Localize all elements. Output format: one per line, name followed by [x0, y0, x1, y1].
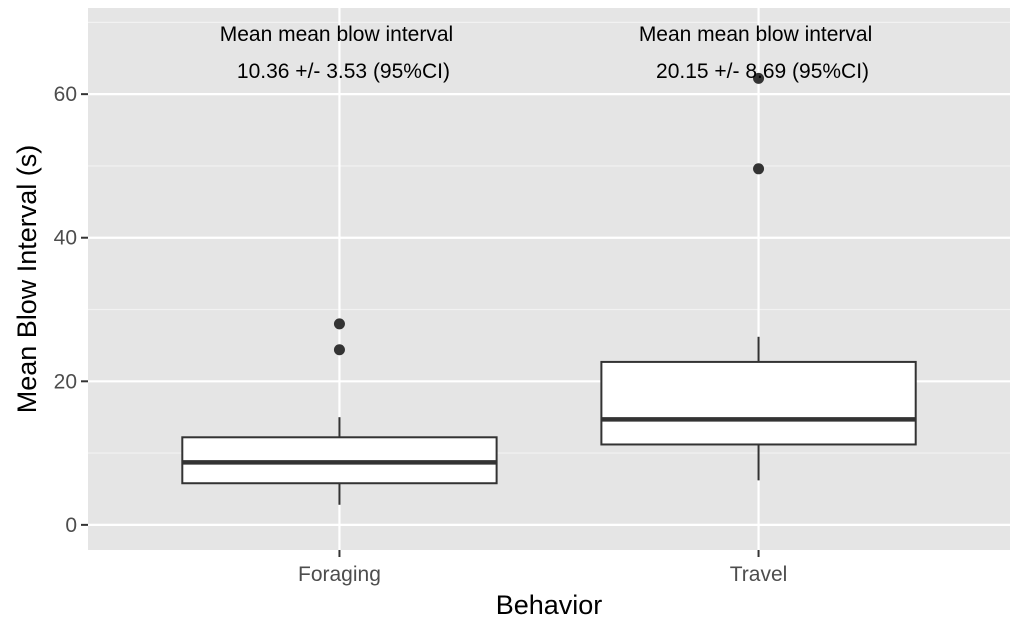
- x-tick-label: Travel: [730, 563, 788, 586]
- annotation-line1: Mean mean blow interval: [639, 23, 872, 46]
- box-foraging: [181, 318, 498, 505]
- box-travel: [600, 72, 917, 481]
- y-axis: 0 20 40 60: [54, 83, 88, 537]
- annotation-line1: Mean mean blow interval: [220, 23, 453, 46]
- x-axis-title: Behavior: [496, 590, 603, 620]
- y-tick-label: 40: [54, 227, 77, 250]
- box-iqr: [600, 360, 917, 446]
- y-tick-label: 0: [65, 514, 77, 537]
- outlier-point: [753, 163, 765, 175]
- outlier-point: [753, 72, 765, 84]
- annotation-line2: 10.36 +/- 3.53 (95%CI): [237, 60, 450, 83]
- y-axis-title: Mean Blow Interval (s): [12, 145, 42, 414]
- annotation-line2: 20.15 +/- 8.69 (95%CI): [656, 60, 869, 83]
- annotations: Mean mean blow interval 10.36 +/- 3.53 (9…: [220, 23, 873, 83]
- x-axis: Foraging Travel: [298, 550, 787, 586]
- y-tick-label: 20: [54, 370, 77, 393]
- outlier-point: [333, 344, 345, 356]
- outlier-point: [333, 318, 345, 330]
- box-series: [181, 72, 917, 505]
- y-tick-label: 60: [54, 83, 77, 106]
- x-tick-label: Foraging: [298, 563, 381, 586]
